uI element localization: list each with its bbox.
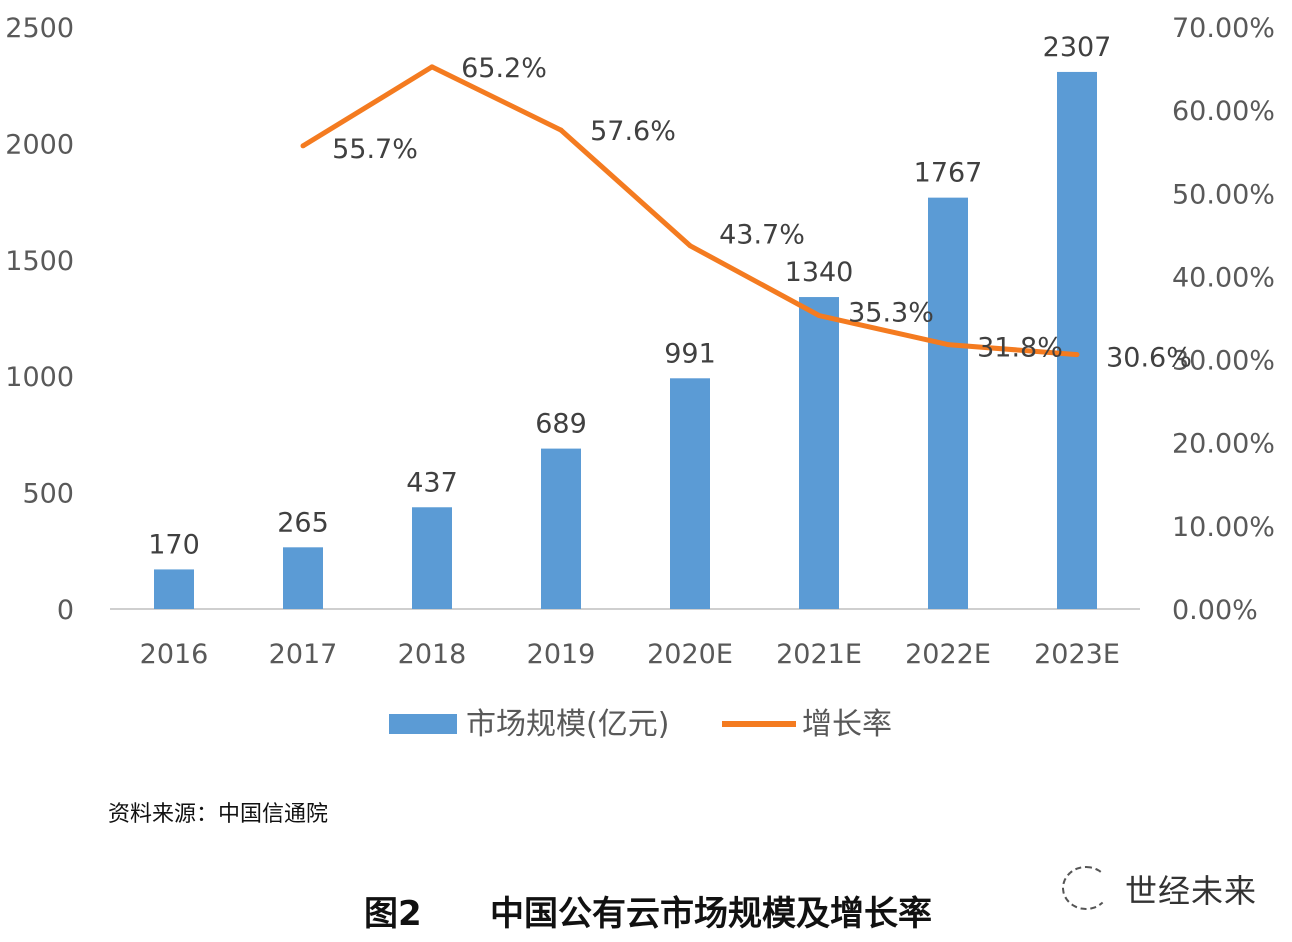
source-note: 资料来源：中国信通院 <box>108 802 329 827</box>
right-tick-label: 30.00% <box>1172 346 1275 377</box>
line-point <box>558 127 564 133</box>
bar <box>799 297 839 609</box>
line-point <box>300 143 306 149</box>
legend-line-label: 增长率 <box>802 707 892 742</box>
bar-data-label: 437 <box>406 467 458 498</box>
line-data-label: 57.6% <box>590 116 676 147</box>
bar-data-label: 689 <box>535 409 587 440</box>
bar-data-label: 1767 <box>914 158 983 189</box>
x-tick-label: 2018 <box>398 639 467 670</box>
line-data-label: 55.7% <box>332 134 418 165</box>
line-data-label: 35.3% <box>848 298 934 329</box>
bar <box>1057 71 1097 609</box>
right-tick-label: 40.00% <box>1172 262 1275 293</box>
bar <box>412 507 452 609</box>
bar <box>928 197 968 609</box>
line-data-label: 65.2% <box>461 53 547 84</box>
right-tick-label: 20.00% <box>1172 429 1275 460</box>
line-point <box>687 243 693 249</box>
bar <box>670 378 710 609</box>
bar-data-label: 265 <box>277 507 329 538</box>
left-tick-label: 2000 <box>5 129 74 160</box>
line-point <box>945 342 951 348</box>
bar-data-label: 170 <box>148 529 200 560</box>
right-tick-label: 70.00% <box>1172 13 1275 44</box>
legend-bar-swatch <box>389 714 457 734</box>
bar-data-label: 991 <box>664 338 716 369</box>
x-tick-label: 2017 <box>269 639 338 670</box>
bar <box>154 569 194 609</box>
watermark: 世经未来 <box>1125 872 1258 910</box>
left-tick-label: 0 <box>57 595 74 626</box>
chart-title: 中国公有云市场规模及增长率 <box>490 894 932 934</box>
left-tick-label: 1000 <box>5 362 74 393</box>
bar <box>283 547 323 609</box>
right-tick-label: 60.00% <box>1172 96 1275 127</box>
x-tick-label: 2019 <box>527 639 596 670</box>
bar-data-label: 1340 <box>785 257 854 288</box>
left-tick-label: 500 <box>22 479 74 510</box>
legend-bar-label: 市场规模(亿元) <box>466 707 669 742</box>
line-point <box>1074 352 1080 358</box>
line-point <box>429 64 435 70</box>
bar <box>541 448 581 609</box>
line-data-label: 43.7% <box>719 220 805 251</box>
left-tick-label: 2500 <box>5 13 74 44</box>
bar-data-label: 2307 <box>1043 32 1112 63</box>
line-data-label: 30.6% <box>1106 343 1192 374</box>
x-tick-label: 2023E <box>1034 639 1120 670</box>
x-tick-label: 2020E <box>647 639 733 670</box>
left-tick-label: 1500 <box>5 246 74 277</box>
right-tick-label: 10.00% <box>1172 512 1275 543</box>
right-tick-label: 0.00% <box>1172 595 1258 626</box>
x-tick-label: 2022E <box>905 639 991 670</box>
line-point <box>816 313 822 319</box>
x-tick-label: 2021E <box>776 639 862 670</box>
x-tick-label: 2016 <box>140 639 209 670</box>
right-tick-label: 50.00% <box>1172 179 1275 210</box>
watermark-logo-icon <box>1062 866 1110 910</box>
figure-label: 图2 <box>364 894 422 934</box>
line-data-label: 31.8% <box>977 333 1063 364</box>
